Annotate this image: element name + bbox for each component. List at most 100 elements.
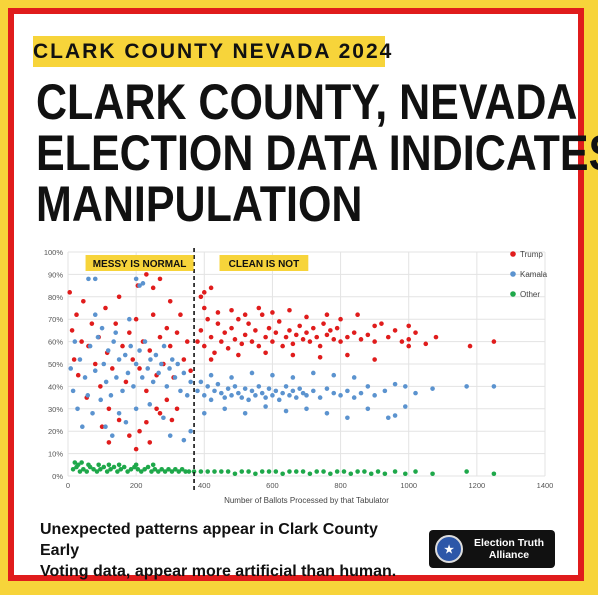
point-trump [385,334,391,340]
point-kamala [195,388,200,394]
point-trump [116,294,122,300]
point-trump [208,334,214,340]
headline-line-2: ELECTION DATA INDICATES [36,125,598,181]
point-trump [113,321,118,326]
point-trump [130,357,136,362]
poster-frame [8,8,584,581]
bottom-accent-stripe [0,581,598,595]
point-trump [297,323,302,329]
point-kamala [92,276,98,282]
point-kamala [304,406,309,412]
point-trump [365,332,371,338]
headline-line-3: MANIPULATION [36,176,363,232]
point-other [101,464,107,470]
point-other [81,466,86,472]
point-trump [127,330,132,335]
point-other [280,471,285,477]
point-kamala [338,393,343,398]
point-other [77,469,83,474]
scatter-chart: 0% 10% 20% 30% 40% 50% 60% 70% 80% 90% 100% 0 200 400… [44,248,553,505]
point-kamala [161,343,167,349]
point-other [176,469,182,474]
point-kamala [113,330,118,335]
point-kamala [86,276,91,282]
point-kamala [205,384,210,389]
point-kamala [201,393,207,398]
point-trump [201,290,207,295]
point-trump [225,346,231,351]
point-trump [358,337,364,342]
point-trump [201,343,207,349]
point-trump [120,343,125,349]
point-trump [246,321,251,326]
point-trump [300,337,306,342]
point-kamala [85,393,91,398]
y-tick-label: 90% [48,270,63,279]
x-tick-label: 800 [334,481,347,490]
point-kamala [128,343,133,349]
point-kamala [127,316,132,322]
point-kamala [99,325,105,331]
x-axis-label: Number of Ballots Processed by that Tabu… [224,496,389,505]
caption-line-1: Unexpected patterns appear in Clark Coun… [40,521,378,559]
point-kamala [82,375,88,380]
point-trump [392,328,398,333]
point-kamala [111,339,116,344]
point-trump [198,328,204,333]
topic-tag: CLARK COUNTY NEVADA 2024 [33,36,391,67]
point-other [259,469,265,474]
legend-marker-trump [510,251,516,257]
point-kamala [105,348,111,353]
point-trump [137,366,142,371]
point-other [133,462,139,468]
point-other [186,469,192,474]
point-kamala [351,395,357,400]
point-kamala [345,388,350,394]
point-trump [399,339,405,344]
point-kamala [365,384,371,389]
y-tick-label: 10% [48,450,63,459]
point-kamala [145,366,151,371]
point-kamala [246,397,251,403]
y-tick-label: 50% [48,360,63,369]
point-trump [157,410,163,416]
point-trump [144,272,149,277]
point-kamala [167,366,172,371]
point-kamala [68,366,74,371]
annotation-box [85,255,194,271]
point-kamala [172,375,178,380]
point-kamala [103,424,108,430]
point-trump [372,357,377,362]
point-kamala [133,361,139,367]
point-trump [157,276,163,282]
point-kamala [392,381,398,387]
point-trump [270,310,275,315]
point-other [149,469,154,474]
point-trump [242,312,248,318]
point-trump [328,328,333,333]
point-trump [98,384,103,389]
caption-line-2: Voting data, appear more artificial than… [40,563,397,580]
point-kamala [304,393,309,398]
point-trump [256,305,262,311]
point-other [135,466,141,472]
point-other [116,462,122,468]
point-other [382,471,388,477]
org-name: Election Truth Alliance [463,537,555,561]
point-trump [287,307,292,313]
point-other [142,466,147,472]
point-other [115,469,120,474]
point-kamala [108,393,114,398]
point-kamala [365,406,371,412]
point-kamala [103,379,109,385]
point-trump [116,417,122,423]
point-kamala [77,357,83,362]
point-other [253,471,258,477]
point-kamala [249,370,255,376]
point-kamala [140,281,146,286]
legend-label: Other [520,290,540,299]
point-kamala [259,390,265,396]
point-trump [99,424,105,430]
point-other [96,462,101,468]
point-trump [229,325,234,331]
